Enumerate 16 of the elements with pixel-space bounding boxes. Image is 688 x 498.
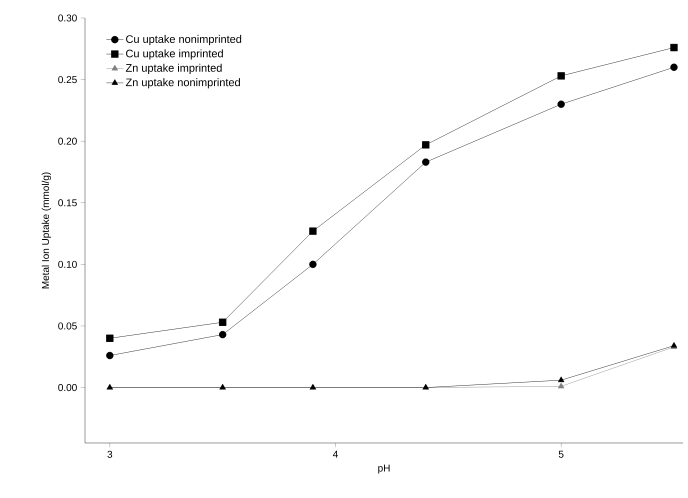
- legend-label: Cu uptake nonimprinted: [126, 34, 242, 46]
- x-axis-title: pH: [378, 464, 390, 474]
- y-tick-label: 0.15: [58, 199, 77, 206]
- y-axis-title: Metal Ion Uptake (mmol/g): [42, 172, 51, 288]
- y-tick-label: 0.30: [58, 14, 77, 22]
- y-tick-label: 0.10: [58, 260, 77, 268]
- x-tick-label: 4: [332, 450, 338, 458]
- legend-label: Cu uptake imprinted: [126, 49, 223, 60]
- y-tick-label: 0.25: [58, 76, 77, 84]
- x-tick-label: 5: [558, 450, 564, 458]
- y-tick-label: 0.05: [58, 322, 77, 330]
- y-tick-label: 0.20: [58, 138, 77, 145]
- legend-label: Zn uptake imprinted: [126, 64, 222, 74]
- x-tick-label: 3: [107, 450, 112, 458]
- legend-label: Zn uptake nonimprinted: [126, 78, 240, 88]
- y-tick-label: 0.00: [58, 384, 77, 392]
